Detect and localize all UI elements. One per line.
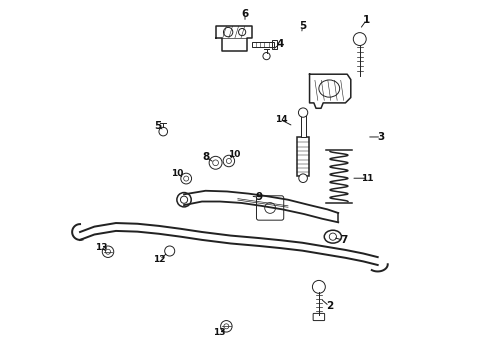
Text: 1: 1 — [363, 15, 370, 26]
Circle shape — [298, 108, 308, 117]
Text: 10: 10 — [228, 150, 241, 159]
Text: 7: 7 — [340, 235, 347, 245]
Circle shape — [177, 193, 191, 207]
Text: 10: 10 — [171, 169, 183, 178]
Text: 9: 9 — [256, 192, 263, 202]
Text: 6: 6 — [242, 9, 248, 19]
Circle shape — [220, 320, 232, 332]
Text: 8: 8 — [202, 152, 209, 162]
Text: 12: 12 — [153, 255, 166, 264]
Circle shape — [299, 174, 307, 183]
FancyBboxPatch shape — [256, 196, 284, 220]
Bar — [300, 116, 306, 137]
FancyBboxPatch shape — [313, 314, 324, 320]
Circle shape — [165, 246, 175, 256]
Circle shape — [181, 173, 192, 184]
Text: 5: 5 — [299, 21, 306, 31]
Circle shape — [102, 246, 114, 257]
Text: 2: 2 — [326, 301, 333, 311]
Text: 3: 3 — [378, 132, 385, 142]
Ellipse shape — [324, 230, 342, 243]
Text: 4: 4 — [276, 39, 284, 49]
Text: 14: 14 — [274, 115, 287, 124]
Text: 13: 13 — [213, 328, 225, 337]
Circle shape — [223, 155, 235, 167]
Bar — [297, 137, 309, 176]
Circle shape — [313, 280, 325, 293]
Text: 5: 5 — [154, 121, 162, 131]
Circle shape — [209, 156, 222, 169]
Bar — [271, 40, 276, 49]
Text: 11: 11 — [362, 174, 374, 183]
Text: 13: 13 — [95, 243, 107, 252]
Bar — [252, 42, 274, 48]
